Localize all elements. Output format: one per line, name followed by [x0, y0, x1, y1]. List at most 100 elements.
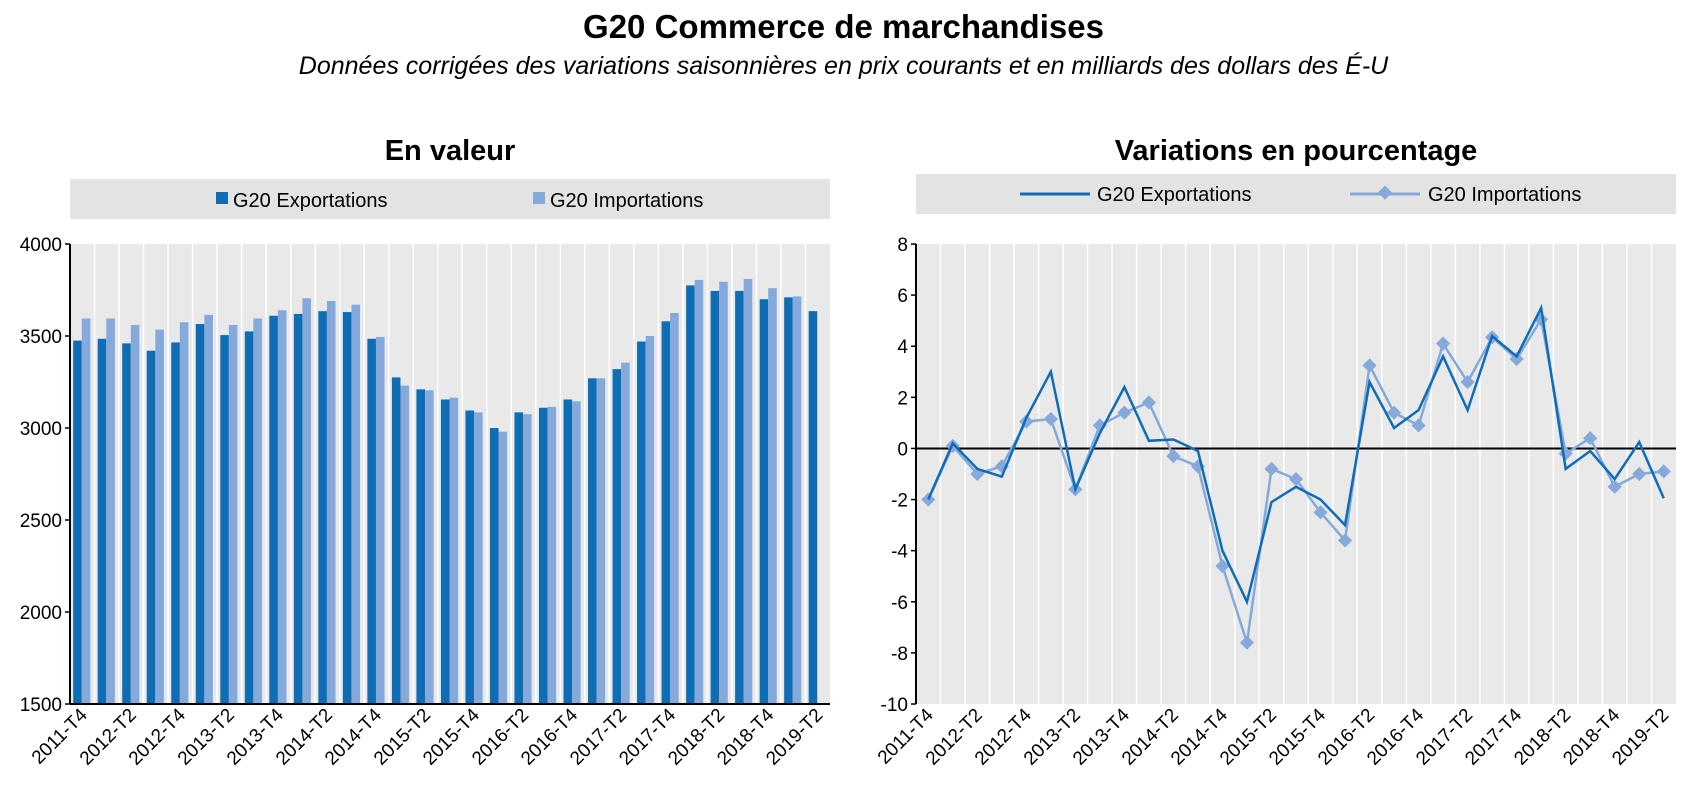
bar-imports [768, 288, 777, 704]
bar-exports [514, 412, 524, 704]
point-imports [1656, 464, 1671, 479]
bar-imports [596, 378, 606, 704]
point-imports [1264, 461, 1279, 476]
point-imports [1460, 374, 1475, 390]
bar-exports [97, 338, 107, 704]
y-tick-label: 4 [897, 337, 908, 358]
legend-marker-imports [1377, 185, 1393, 200]
y-tick-label: 1500 [20, 695, 62, 716]
bar-exports [710, 290, 720, 704]
y-tick-label: -6 [891, 593, 908, 614]
bar-imports [694, 279, 704, 704]
bar-exports [122, 343, 131, 704]
legend-swatch-exports [216, 192, 228, 204]
bar-exports [220, 335, 229, 704]
bar-imports [449, 397, 459, 704]
bar-imports [326, 301, 336, 704]
bar-imports [204, 314, 213, 704]
bar-exports [195, 324, 205, 704]
bar-imports [302, 298, 311, 704]
bar-exports [784, 297, 793, 704]
bar-imports [228, 324, 238, 704]
bar-exports [146, 350, 156, 704]
point-imports [1362, 358, 1377, 373]
bar-exports [808, 311, 818, 704]
y-tick-label: 8 [897, 235, 908, 256]
y-tick-label: -10 [881, 695, 908, 716]
bar-exports [465, 410, 475, 704]
bar-exports [735, 290, 744, 704]
y-tick-label: 2500 [20, 511, 62, 532]
bar-exports [686, 285, 695, 704]
bar-imports [670, 313, 679, 704]
right-legend: G20 Exportations G20 Importations [916, 174, 1676, 214]
bar-imports [81, 318, 91, 704]
bar-imports [351, 304, 361, 704]
y-tick-label: 2000 [20, 603, 62, 624]
bar-imports [719, 281, 728, 704]
bar-imports [523, 414, 532, 704]
bar-chart-plot: 1500200025003000350040002011-T42012-T220… [20, 235, 830, 770]
bar-exports [563, 399, 573, 704]
point-imports [1215, 558, 1230, 574]
bar-imports [400, 385, 410, 704]
bar-exports [489, 428, 499, 704]
subtitle: Données corrigées des variations saisonn… [298, 52, 1389, 80]
legend-label-imports: G20 Importations [550, 190, 703, 212]
main-title: G20 Commerce de marchandises [583, 8, 1104, 45]
y-tick-label: 3000 [20, 419, 62, 440]
point-imports [1117, 405, 1132, 420]
bar-exports [171, 342, 180, 704]
bar-imports [253, 318, 262, 704]
legend-label-exports-line: G20 Exportations [1097, 184, 1252, 206]
right-chart-title: Variations en pourcentage [1114, 135, 1478, 167]
bar-exports [588, 378, 597, 704]
bar-exports [538, 407, 548, 704]
line-chart-plot: -10-8-6-4-2024682011-T42012-T22012-T4201… [874, 235, 1676, 770]
bar-exports [293, 313, 303, 704]
left-legend: G20 Exportations G20 Importations [70, 179, 830, 219]
bar-exports [73, 340, 82, 704]
bar-exports [612, 369, 622, 704]
bar-imports [179, 322, 189, 704]
bar-imports [106, 318, 115, 704]
point-imports [1436, 336, 1451, 351]
point-imports [1386, 405, 1402, 420]
point-imports [1166, 449, 1181, 464]
point-imports [1239, 635, 1255, 650]
bar-exports [391, 377, 401, 704]
y-tick-label: 6 [897, 286, 908, 307]
bar-imports [547, 406, 557, 704]
bar-imports [375, 336, 385, 704]
point-imports [1607, 479, 1622, 494]
left-legend-background [70, 179, 830, 219]
bar-imports [424, 390, 434, 704]
y-tick-label: -2 [891, 491, 908, 512]
point-imports [1337, 533, 1353, 548]
bar-exports [244, 331, 254, 704]
point-imports [1411, 418, 1426, 433]
bar-imports [645, 336, 655, 704]
bar-exports [440, 399, 450, 704]
bar-imports [743, 278, 753, 704]
point-imports [1583, 431, 1598, 446]
bar-exports [759, 299, 769, 704]
bar-exports [637, 341, 646, 704]
bar-imports [498, 431, 508, 704]
point-imports [1141, 395, 1156, 410]
point-imports [1043, 411, 1058, 427]
bar-exports [318, 311, 327, 704]
bar-exports [269, 315, 278, 704]
point-imports [1632, 466, 1647, 482]
y-tick-label: -8 [891, 644, 908, 665]
bar-imports [155, 329, 164, 704]
legend-label-exports: G20 Exportations [233, 190, 388, 212]
y-tick-label: 3500 [20, 327, 62, 348]
bar-imports [792, 296, 802, 704]
legend-label-imports-line: G20 Importations [1428, 184, 1581, 206]
y-tick-label: -4 [891, 542, 908, 563]
point-imports [1509, 351, 1524, 367]
y-tick-label: 0 [897, 439, 908, 460]
point-imports [1288, 472, 1304, 487]
